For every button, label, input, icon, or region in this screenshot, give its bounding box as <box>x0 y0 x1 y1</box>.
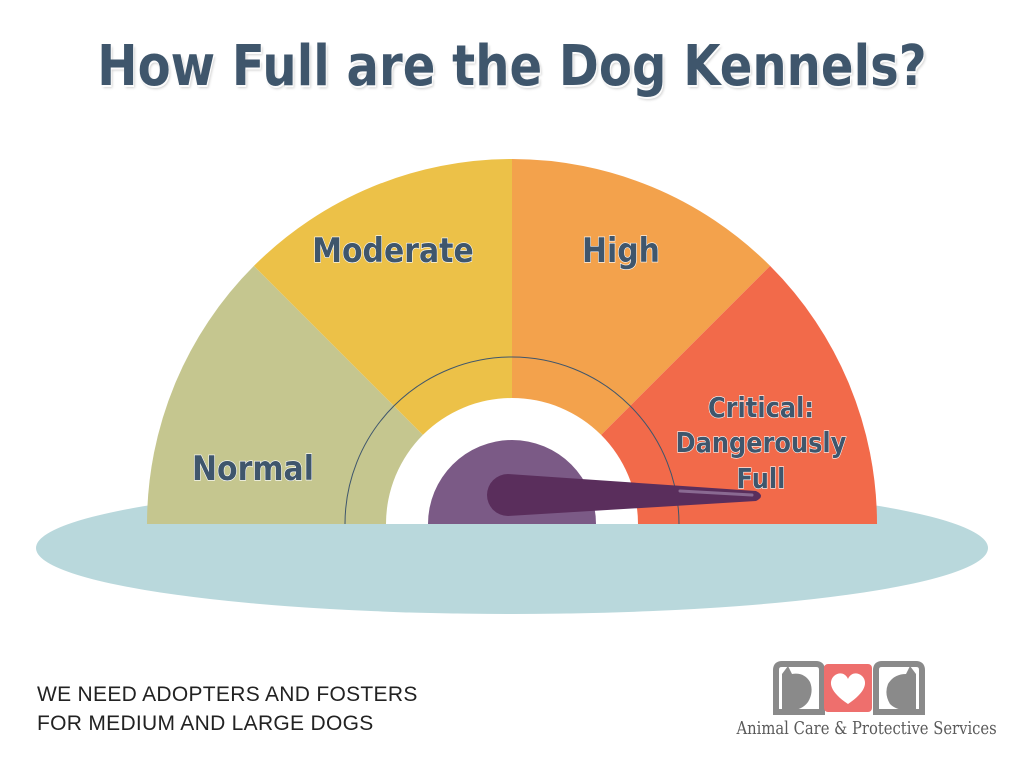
organization-name: Animal Care & Protective Services <box>736 718 997 739</box>
kennel-gauge: Normal Moderate High Critical: Dangerous… <box>36 159 988 614</box>
segment-label-critical: Critical: Dangerously Full <box>675 392 847 496</box>
organization-logo <box>773 661 925 715</box>
dog-silhouette-icon <box>873 661 925 715</box>
needle-highlight <box>678 489 754 497</box>
page-title: How Full are the Dog Kennels? <box>97 34 927 99</box>
segment-label-high: High <box>582 230 660 270</box>
segment-label-normal: Normal <box>192 448 314 488</box>
critical-label-line-1: Critical: <box>708 392 814 424</box>
segment-label-moderate: Moderate <box>312 230 474 270</box>
cat-silhouette-icon <box>773 661 825 715</box>
gauge-inner-ring <box>344 356 680 525</box>
gauge-needle <box>487 474 761 516</box>
adoption-message: WE NEED ADOPTERS AND FOSTERS FOR MEDIUM … <box>37 680 418 738</box>
message-line-1: WE NEED ADOPTERS AND FOSTERS <box>37 683 418 706</box>
critical-label-line-3: Full <box>737 463 786 495</box>
heart-icon <box>824 664 872 712</box>
critical-label-line-2: Dangerously <box>676 427 847 459</box>
message-line-2: FOR MEDIUM AND LARGE DOGS <box>37 712 374 735</box>
